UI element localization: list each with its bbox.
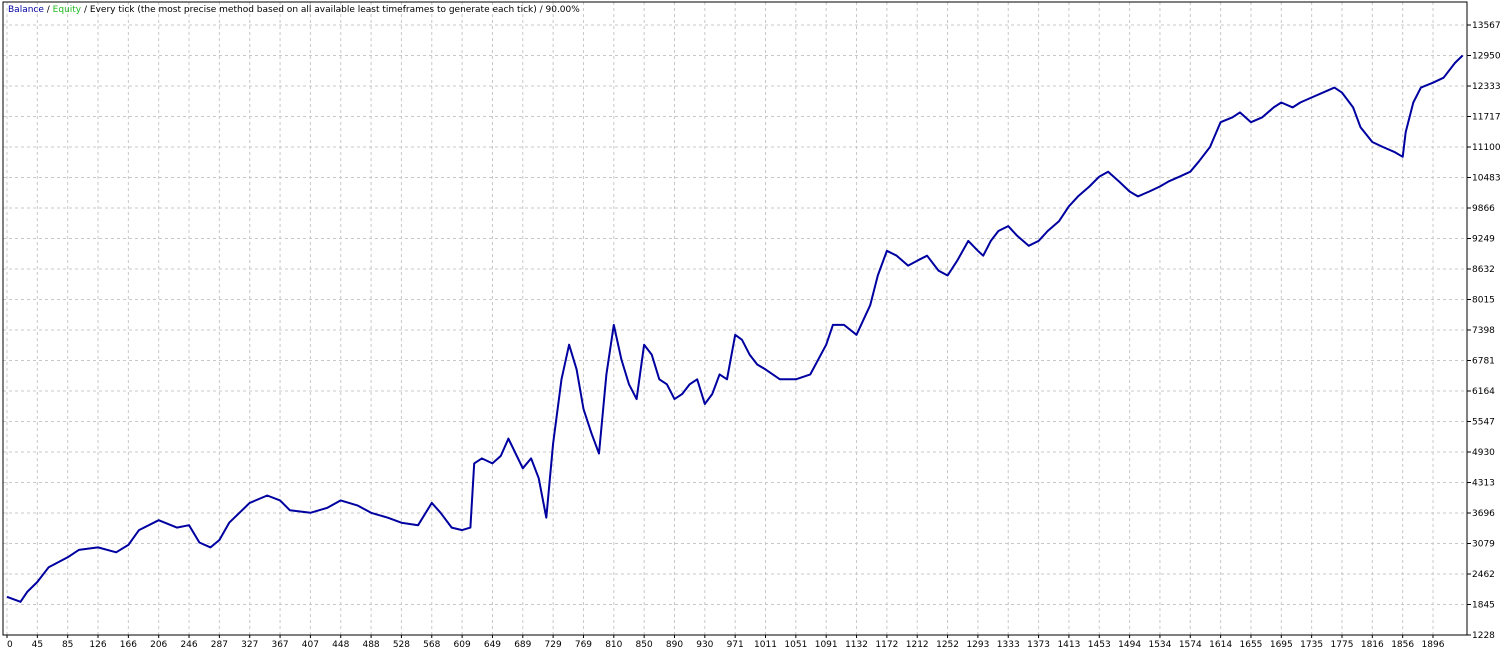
x-tick-label: 367 xyxy=(271,640,288,650)
x-tick-label: 568 xyxy=(423,640,440,650)
x-tick-label: 1614 xyxy=(1209,640,1232,650)
y-tick-label: 7398 xyxy=(1472,326,1495,336)
x-tick-label: 689 xyxy=(514,640,531,650)
x-tick-label: 649 xyxy=(484,640,501,650)
y-tick-label: 8632 xyxy=(1472,265,1495,275)
y-tick-label: 1845 xyxy=(1472,601,1495,611)
x-tick-label: 1735 xyxy=(1300,640,1323,650)
y-tick-label: 9866 xyxy=(1472,204,1495,214)
equity-legend: Equity xyxy=(53,5,82,15)
y-tick-label: 4313 xyxy=(1472,479,1495,489)
x-tick-label: 890 xyxy=(666,640,683,650)
x-tick-label: 0 xyxy=(7,640,13,650)
x-tick-label: 1333 xyxy=(997,640,1020,650)
x-tick-label: 1655 xyxy=(1240,640,1263,650)
x-tick-label: 1574 xyxy=(1179,640,1202,650)
y-tick-label: 12333 xyxy=(1472,82,1500,92)
x-tick-label: 729 xyxy=(545,640,562,650)
chart-header: Balance / Equity / Every tick (the most … xyxy=(8,5,580,15)
x-tick-label: 1453 xyxy=(1088,640,1111,650)
series-layer xyxy=(6,54,1464,603)
grid xyxy=(3,2,1467,636)
x-tick-label: 1011 xyxy=(754,640,777,650)
x-tick-label: 206 xyxy=(150,640,167,650)
y-tick-label: 10483 xyxy=(1472,174,1500,184)
x-axis: 0 45 85 126 166 206 246 287 327 367 407 448 488 528 56… xyxy=(6,635,1445,650)
y-tick-label: 8015 xyxy=(1472,296,1495,306)
y-tick-label: 6781 xyxy=(1472,357,1495,367)
y-tick-label: 9249 xyxy=(1472,235,1495,245)
x-tick-label: 166 xyxy=(120,640,137,650)
balance-legend: Balance xyxy=(8,5,44,15)
x-tick-label: 810 xyxy=(605,640,622,650)
x-tick-label: 1534 xyxy=(1148,640,1171,650)
x-tick-label: 488 xyxy=(362,640,379,650)
y-tick-label: 11100 xyxy=(1472,143,1500,153)
x-tick-label: 1494 xyxy=(1118,640,1141,650)
y-tick-label: 6164 xyxy=(1472,387,1495,397)
plot-frame xyxy=(2,1,1468,636)
x-tick-label: 930 xyxy=(696,640,713,650)
y-tick-label: 11717 xyxy=(1472,113,1500,123)
x-tick-label: 1856 xyxy=(1391,640,1414,650)
y-tick-label: 5547 xyxy=(1472,418,1495,428)
x-tick-label: 1132 xyxy=(845,640,868,650)
x-tick-label: 850 xyxy=(636,640,653,650)
y-tick-label: 3079 xyxy=(1472,540,1495,550)
x-tick-label: 1293 xyxy=(966,640,989,650)
x-tick-label: 1252 xyxy=(936,640,959,650)
x-tick-label: 1172 xyxy=(875,640,898,650)
y-tick-label: 2462 xyxy=(1472,570,1495,580)
x-tick-label: 1091 xyxy=(815,640,838,650)
balance-line xyxy=(6,54,1464,603)
x-tick-label: 448 xyxy=(332,640,349,650)
x-tick-label: 1373 xyxy=(1027,640,1050,650)
x-tick-label: 1212 xyxy=(906,640,929,650)
x-tick-label: 85 xyxy=(62,640,73,650)
y-tick-label: 4930 xyxy=(1472,448,1495,458)
x-tick-label: 1051 xyxy=(784,640,807,650)
x-tick-label: 287 xyxy=(211,640,228,650)
x-tick-label: 769 xyxy=(575,640,592,650)
x-tick-label: 971 xyxy=(727,640,744,650)
x-tick-label: 327 xyxy=(241,640,258,650)
y-tick-label: 3696 xyxy=(1472,509,1495,519)
y-tick-label: 12950 xyxy=(1472,52,1500,62)
x-tick-label: 528 xyxy=(393,640,410,650)
header-sep: / xyxy=(44,5,53,15)
x-tick-label: 1695 xyxy=(1270,640,1293,650)
x-tick-label: 1816 xyxy=(1361,640,1384,650)
x-tick-label: 609 xyxy=(454,640,471,650)
x-tick-label: 407 xyxy=(302,640,319,650)
header-description: / Every tick (the most precise method ba… xyxy=(81,5,580,15)
x-tick-label: 1896 xyxy=(1422,640,1445,650)
x-tick-label: 45 xyxy=(32,640,43,650)
y-axis: 13567 12950 12333 11717 11100 10483 9866 9249 86… xyxy=(1467,21,1500,641)
y-tick-label: 13567 xyxy=(1472,21,1500,31)
x-tick-label: 246 xyxy=(180,640,197,650)
y-tick-label: 1228 xyxy=(1472,631,1495,641)
x-tick-label: 1775 xyxy=(1331,640,1354,650)
x-tick-label: 1413 xyxy=(1057,640,1080,650)
x-tick-label: 126 xyxy=(89,640,106,650)
